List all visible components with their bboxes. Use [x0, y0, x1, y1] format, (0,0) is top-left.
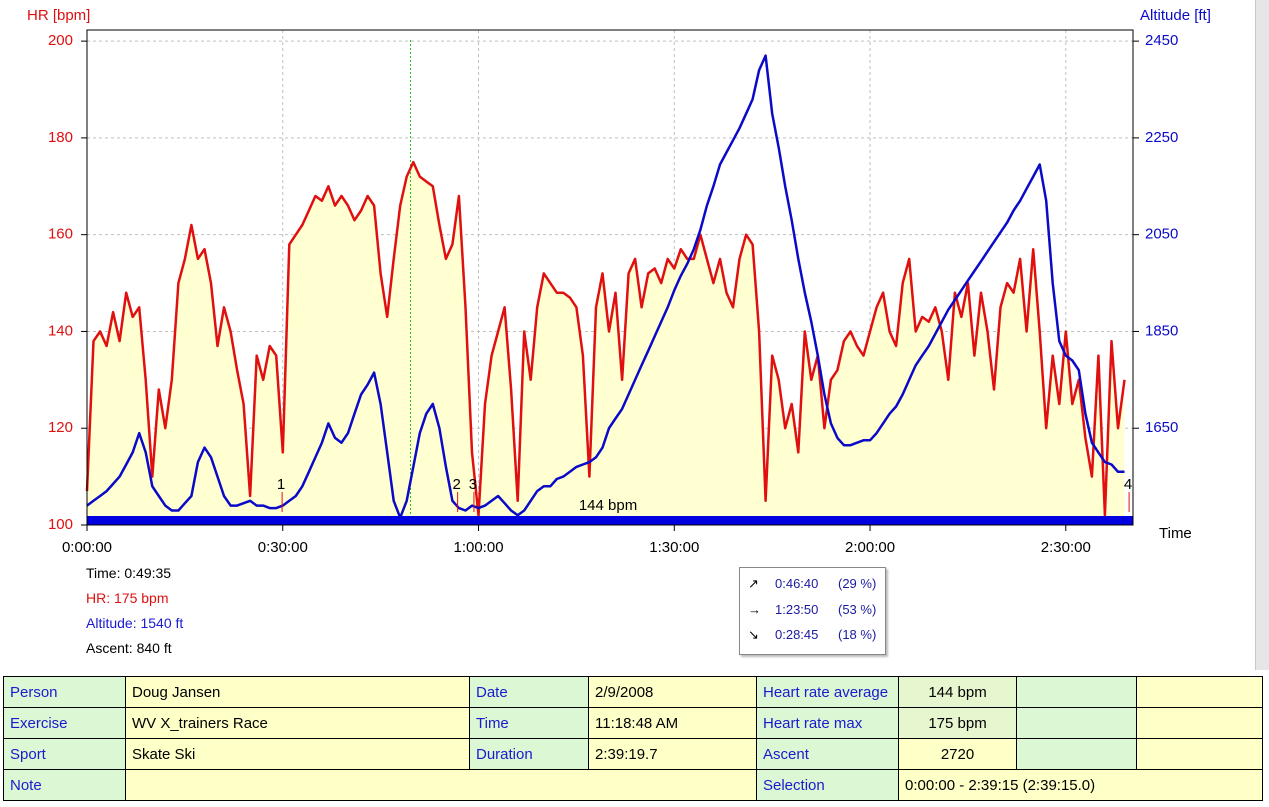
x-tick-label: 1:30:00	[649, 539, 699, 556]
y2-tick-label: 1650	[1145, 419, 1178, 436]
average-label: 144 bpm	[579, 497, 637, 514]
cell-label: Note	[3, 769, 126, 801]
y-tick-label: 180	[48, 129, 73, 146]
cell-empty	[1016, 707, 1137, 739]
x-tick-label: 1:00:00	[453, 539, 503, 556]
y2-tick-label: 2450	[1145, 32, 1178, 49]
x-tick-label: 0:30:00	[258, 539, 308, 556]
cell-empty	[1016, 676, 1137, 708]
selection-bar	[87, 516, 1133, 525]
lap-label: 2	[452, 476, 460, 493]
arrow-flat: →	[748, 602, 761, 617]
readout-time: Time: 0:49:35	[86, 565, 172, 581]
y-tick-label: 160	[48, 226, 73, 243]
cell-empty	[1136, 676, 1263, 708]
x-axis-label: Time	[1159, 525, 1192, 542]
y-tick-label: 120	[48, 419, 73, 436]
slope-pct: (53 %)	[838, 602, 877, 617]
slope-pct: (18 %)	[838, 627, 877, 642]
readout-ascent: Ascent: 840 ft	[86, 640, 172, 656]
arrow-up: ↗	[748, 576, 759, 591]
cell-label: Person	[3, 676, 126, 708]
cell-value: 2:39:19.7	[588, 738, 757, 770]
cell-empty	[1016, 738, 1137, 770]
chart: 0:00:00 0:30:00 1:00:00 1:30:00 2:00:00 2:30:…	[27, 7, 1211, 556]
slope-time: 0:28:45	[775, 627, 819, 642]
cell-value: WV X_trainers Race	[125, 707, 470, 739]
readout-altitude: Altitude: 1540 ft	[86, 615, 184, 631]
arrow-down: ↘	[748, 627, 759, 642]
cell-label: Heart rate average	[756, 676, 899, 708]
cell-label: Ascent	[756, 738, 899, 770]
slope-time: 1:23:50	[775, 602, 819, 617]
y2-axis-label: Altitude [ft]	[1140, 7, 1211, 24]
slope-pct: (29 %)	[838, 576, 877, 591]
cell-label: Duration	[469, 738, 589, 770]
cell-value: 2/9/2008	[588, 676, 757, 708]
y-tick-label: 140	[48, 322, 73, 339]
y2-tick-label: 2250	[1145, 129, 1178, 146]
cell-value: Doug Jansen	[125, 676, 470, 708]
lap-label: 1	[277, 476, 285, 493]
y-axis-label: HR [bpm]	[27, 7, 90, 24]
x-tick-label: 2:30:00	[1041, 539, 1091, 556]
slope-time: 0:46:40	[775, 576, 819, 591]
cell-value: 144 bpm	[898, 676, 1017, 708]
cell-label: Sport	[3, 738, 126, 770]
cell-value: 175 bpm	[898, 707, 1017, 739]
cell-value: 2720	[898, 738, 1017, 770]
cell-value: Skate Ski	[125, 738, 470, 770]
x-tick-label: 2:00:00	[845, 539, 895, 556]
slope-box: ↗ 0:46:40 (29 %) → 1:23:50 (53 %) ↘ 0:28…	[739, 567, 886, 655]
altitude-line	[86, 54, 1125, 519]
y2-tick-label: 1850	[1145, 322, 1178, 339]
cell-label: Time	[469, 707, 589, 739]
cell-value: 11:18:48 AM	[588, 707, 757, 739]
hr-line	[85, 160, 1126, 517]
plot-frame	[86, 29, 1134, 526]
y-tick-label: 200	[48, 32, 73, 49]
scrollbar[interactable]	[1255, 0, 1269, 670]
cell-empty	[1136, 707, 1263, 739]
x-tick-label: 0:00:00	[62, 539, 112, 556]
cell-value	[125, 769, 757, 801]
lap-label: 4	[1124, 476, 1132, 493]
info-table: Person Doug Jansen Date 2/9/2008 Heart r…	[3, 676, 1263, 801]
cell-value: 0:00:00 - 2:39:15 (2:39:15.0)	[898, 769, 1263, 801]
cell-empty	[1136, 738, 1263, 770]
cell-label: Heart rate max	[756, 707, 899, 739]
cell-label: Date	[469, 676, 589, 708]
y-tick-label: 100	[48, 516, 73, 533]
cell-label: Exercise	[3, 707, 126, 739]
y2-tick-label: 2050	[1145, 226, 1178, 243]
lap-label: 3	[469, 476, 477, 493]
readout-hr: HR: 175 bpm	[86, 590, 169, 606]
cell-label: Selection	[756, 769, 899, 801]
